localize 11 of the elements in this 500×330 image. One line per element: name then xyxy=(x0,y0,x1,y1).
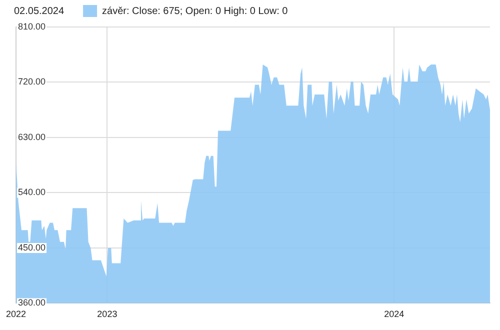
y-tick-label: 360.00 xyxy=(18,298,46,308)
x-tick-label: 2022 xyxy=(6,309,26,320)
y-tick-label: 810.00 xyxy=(18,21,46,32)
y-tick-label: 540.00 xyxy=(18,187,46,198)
x-tick-label: 2023 xyxy=(97,309,118,320)
y-tick-label: 720.00 xyxy=(18,76,46,87)
text: 02.05.2024 xyxy=(14,6,64,17)
x-tick-label: 2024 xyxy=(384,309,404,320)
y-tick-label: 450.00 xyxy=(18,242,46,252)
legend-label: závěr: Close: 675; Open: 0 High: 0 Low: 0 xyxy=(102,6,288,17)
y-tick-label: 630.00 xyxy=(18,132,46,142)
